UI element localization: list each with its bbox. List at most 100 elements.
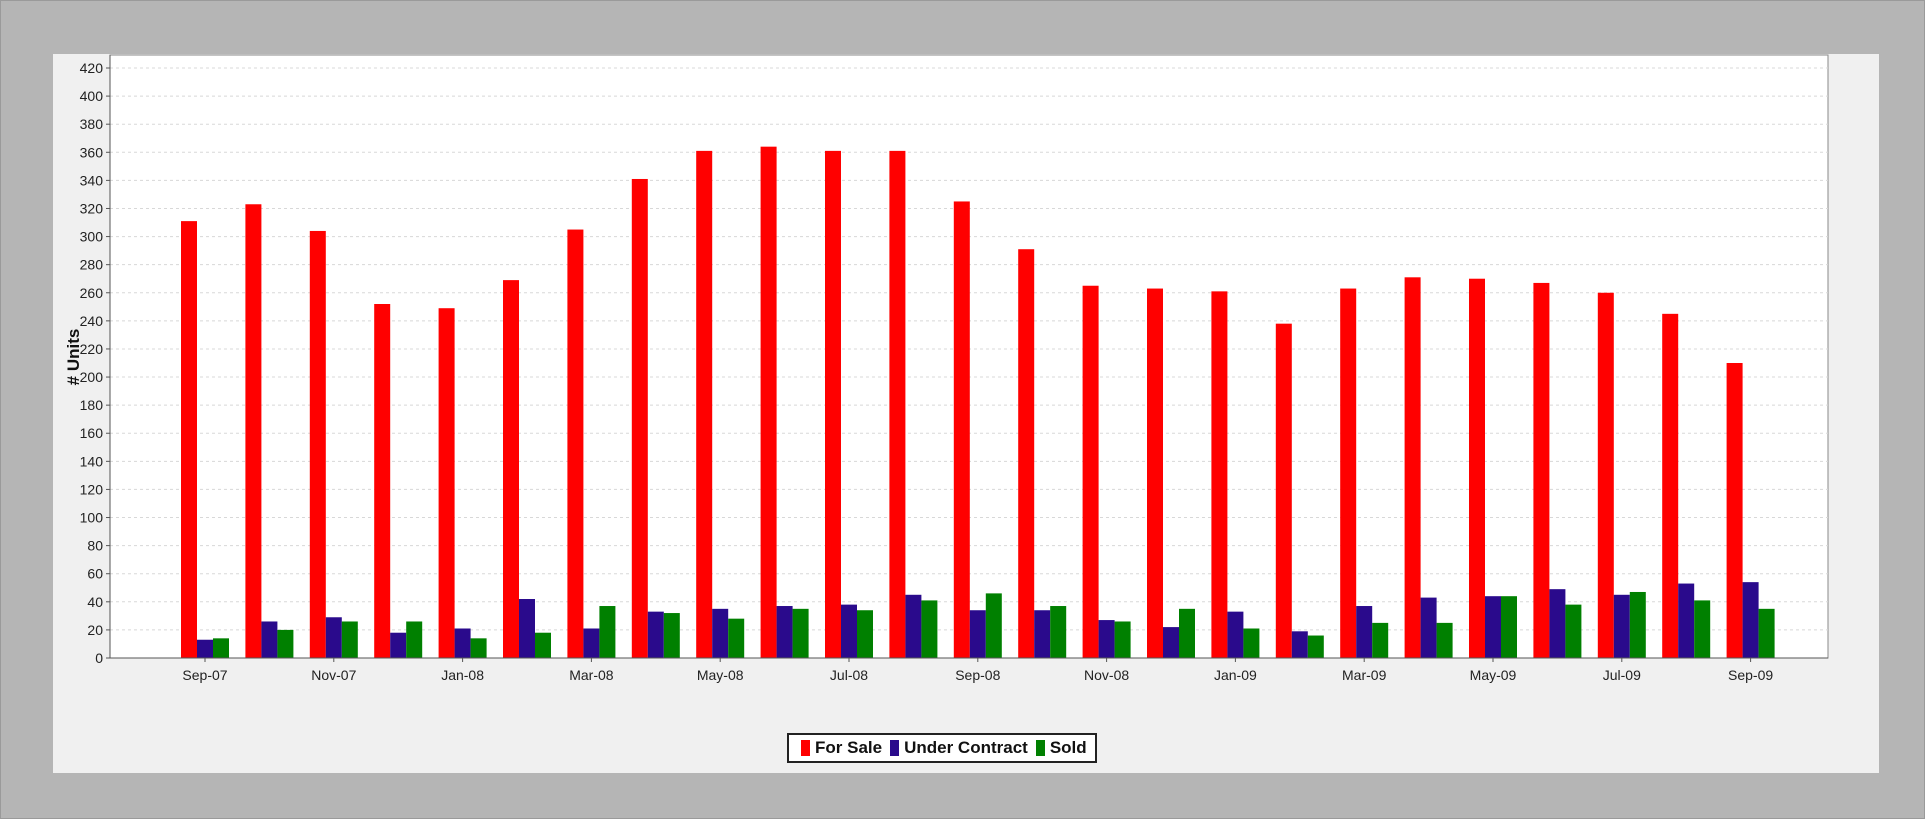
bar-for-sale (1082, 285, 1099, 658)
x-tick-label: Nov-07 (311, 667, 356, 683)
y-tick-label: 300 (80, 229, 104, 245)
y-tick-label: 400 (80, 88, 104, 104)
bar-under-contract (1163, 627, 1179, 658)
y-tick-label: 420 (80, 60, 104, 76)
bar-sold (213, 638, 229, 658)
bar-under-contract (969, 610, 986, 658)
bar-sold (1501, 596, 1517, 658)
bar-sold (277, 629, 294, 658)
bar-for-sale (760, 146, 777, 658)
bar-sold (1114, 621, 1131, 658)
bar-for-sale (1597, 292, 1614, 658)
y-tick-label: 140 (80, 453, 104, 469)
x-tick-label: May-08 (697, 667, 744, 683)
y-tick-label: 40 (87, 594, 103, 610)
bar-under-contract (841, 604, 857, 658)
bar-sold (1243, 628, 1260, 658)
bar-for-sale (438, 308, 455, 658)
bar-sold (1629, 591, 1646, 658)
chart-legend: For Sale Under Contract Sold (787, 733, 1097, 763)
bar-for-sale (1726, 363, 1743, 658)
bar-for-sale (889, 150, 906, 658)
bar-for-sale (1018, 249, 1035, 658)
bar-under-contract (1420, 597, 1437, 658)
bar-sold (535, 632, 551, 658)
bar-under-contract (647, 611, 664, 658)
bar-for-sale (567, 229, 584, 659)
bar-under-contract (1291, 631, 1308, 658)
bar-sold (1694, 600, 1711, 658)
bar-under-contract (197, 639, 213, 658)
y-tick-label: 120 (80, 481, 104, 497)
bars (181, 146, 1775, 659)
bar-chart: 0 20 40 60 80 100 120 140 160 180 200 220 240 260 280 3… (64, 54, 1829, 683)
x-tick-label: Jul-09 (1603, 667, 1641, 683)
y-tick-label: 220 (80, 341, 104, 357)
bar-for-sale (1662, 313, 1679, 658)
x-tick-label: May-09 (1470, 667, 1517, 683)
bar-for-sale (696, 150, 713, 658)
legend-swatch-for-sale (801, 740, 810, 756)
bar-sold (1565, 604, 1582, 658)
x-tick-label: Nov-08 (1084, 667, 1129, 683)
bar-under-contract (1356, 606, 1373, 658)
y-tick-label: 0 (95, 650, 103, 666)
bar-for-sale (1211, 291, 1228, 658)
bar-sold (921, 600, 938, 658)
bar-for-sale (245, 204, 262, 658)
bar-under-contract (261, 621, 278, 658)
bar-under-contract (776, 606, 793, 658)
x-tick-label: Sep-08 (955, 667, 1000, 683)
bar-sold (663, 613, 680, 658)
bar-sold (1307, 635, 1324, 658)
bar-under-contract (712, 608, 729, 658)
x-tick-label: Sep-07 (182, 667, 227, 683)
bar-under-contract (390, 632, 407, 658)
bar-for-sale (953, 201, 970, 658)
y-tick-label: 200 (80, 369, 104, 385)
bar-sold (341, 621, 358, 658)
bar-for-sale (1533, 282, 1550, 658)
bar-for-sale (503, 280, 519, 658)
legend-item-under-contract: Under Contract (890, 738, 1028, 758)
bar-under-contract (1485, 596, 1501, 658)
bar-under-contract (454, 628, 471, 658)
y-tick-label: 280 (80, 257, 104, 273)
bar-sold (857, 610, 873, 658)
bar-under-contract (1742, 582, 1759, 658)
y-tick-label: 320 (80, 200, 104, 216)
bar-under-contract (1549, 589, 1566, 658)
bar-sold (1758, 608, 1775, 658)
legend-swatch-sold (1035, 740, 1045, 756)
y-tick-label: 100 (80, 510, 104, 526)
x-tick-label: Jan-08 (441, 667, 484, 683)
y-axis-label: # Units (64, 329, 83, 386)
bar-under-contract (1613, 594, 1630, 658)
bar-sold (1179, 608, 1195, 658)
bar-sold (1372, 622, 1389, 658)
y-tick-label: 340 (80, 172, 104, 188)
bar-under-contract (325, 617, 342, 658)
legend-label-under-contract: Under Contract (904, 738, 1028, 757)
x-tick-label: Jul-08 (830, 667, 868, 683)
y-tick-label: 80 (87, 538, 103, 554)
x-tick-label: Mar-08 (569, 667, 614, 683)
y-tick-label: 380 (80, 116, 104, 132)
y-tick-label: 240 (80, 313, 104, 329)
bar-for-sale (374, 304, 391, 658)
y-tick-label: 260 (80, 285, 104, 301)
bar-under-contract (519, 599, 535, 658)
bar-sold (470, 638, 487, 658)
bar-for-sale (1147, 288, 1163, 658)
y-axis-ticks: 0 20 40 60 80 100 120 140 160 180 200 220 240 260 280 3… (80, 60, 110, 666)
bar-under-contract (583, 628, 600, 658)
legend-item-sold: Sold (1035, 738, 1087, 758)
bar-for-sale (181, 221, 197, 658)
bar-under-contract (1098, 620, 1115, 658)
y-tick-label: 180 (80, 397, 104, 413)
legend-label-for-sale: For Sale (815, 738, 883, 757)
bar-for-sale (1469, 278, 1485, 658)
y-tick-label: 360 (80, 144, 104, 160)
bar-sold (1436, 622, 1453, 658)
